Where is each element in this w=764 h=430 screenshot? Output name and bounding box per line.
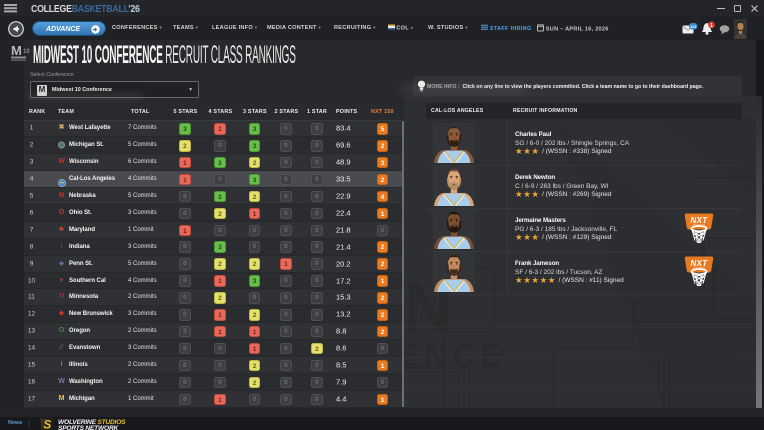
svg-text:10: 10 [23, 49, 30, 55]
svg-text:NXT: NXT [691, 259, 709, 268]
svg-text:WOLVERINE STUDIOS: WOLVERINE STUDIOS [58, 418, 126, 425]
svg-text:SPORTS NETWORK: SPORTS NETWORK [58, 424, 120, 429]
svg-text:1: 1 [710, 23, 713, 29]
svg-text:M: M [11, 43, 22, 58]
svg-text:111: 111 [690, 24, 697, 29]
svg-text:S: S [44, 419, 52, 430]
svg-text:NXT: NXT [691, 216, 709, 225]
